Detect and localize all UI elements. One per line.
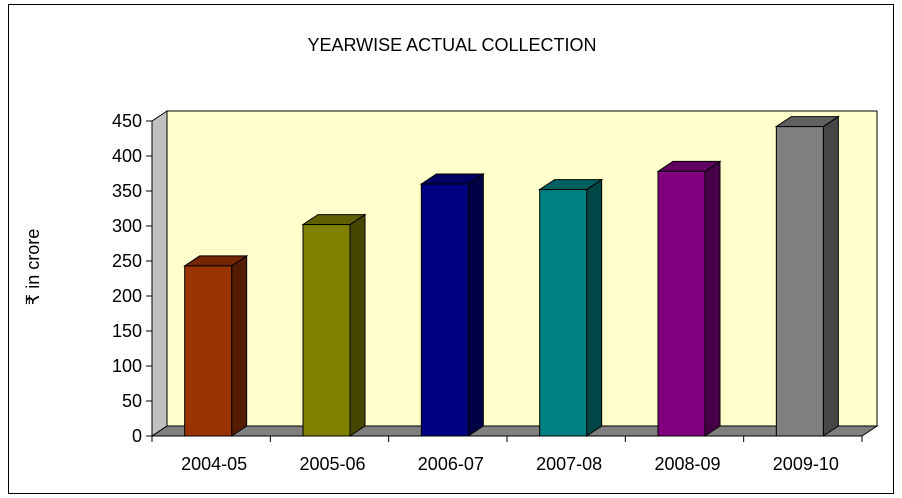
y-tick-label: 400 <box>112 146 142 166</box>
bar <box>538 178 604 437</box>
bar <box>301 213 367 437</box>
plot-floor <box>150 425 879 437</box>
plot-side-wall <box>151 110 168 437</box>
chart-frame: YEARWISE ACTUAL COLLECTION 0 50 100 150 200 2… <box>8 4 894 494</box>
y-tick-label: 200 <box>112 286 142 306</box>
y-tick-label: 250 <box>112 251 142 271</box>
bars <box>183 115 840 437</box>
chart-title: YEARWISE ACTUAL COLLECTION <box>307 35 596 55</box>
x-tick-label: 2008-09 <box>654 454 720 474</box>
y-tick-label: 50 <box>122 391 142 411</box>
y-tick-label: 100 <box>112 356 142 376</box>
bar-front <box>539 189 588 437</box>
y-tick-label: 350 <box>112 181 142 201</box>
bar-side <box>586 178 603 437</box>
plot-area <box>150 110 879 437</box>
bar-side <box>704 160 721 437</box>
bar-front <box>775 126 824 437</box>
x-tick-label: 2009-10 <box>773 454 839 474</box>
y-tick-label: 450 <box>112 111 142 131</box>
bar-front <box>184 265 233 437</box>
bar-side <box>349 213 366 437</box>
bar-side <box>822 115 839 437</box>
x-tick-label: 2007-08 <box>536 454 602 474</box>
plot-back-wall <box>166 110 878 427</box>
x-tick-label: 2004-05 <box>181 454 247 474</box>
bar-side <box>467 173 484 437</box>
bar-front <box>302 224 351 437</box>
x-tick-label: 2006-07 <box>418 454 484 474</box>
x-tick-label: 2005-06 <box>299 454 365 474</box>
bar <box>419 173 485 437</box>
bar-side <box>231 254 248 437</box>
x-axis: 2004-05 2005-06 2006-07 2007-08 2008-09 2009-… <box>151 435 863 474</box>
bar <box>774 115 840 437</box>
bar-front <box>420 183 469 437</box>
y-tick-label: 150 <box>112 321 142 341</box>
bar-front <box>657 170 706 437</box>
bar-chart: YEARWISE ACTUAL COLLECTION 0 50 100 150 200 2… <box>23 35 879 474</box>
y-axis-label: ₹ in crore <box>23 229 43 305</box>
y-axis: 0 50 100 150 200 250 300 350 400 450 <box>112 111 153 446</box>
y-tick-label: 300 <box>112 216 142 236</box>
bar <box>656 160 722 437</box>
y-tick-label: 0 <box>132 426 142 446</box>
bar <box>183 254 249 437</box>
